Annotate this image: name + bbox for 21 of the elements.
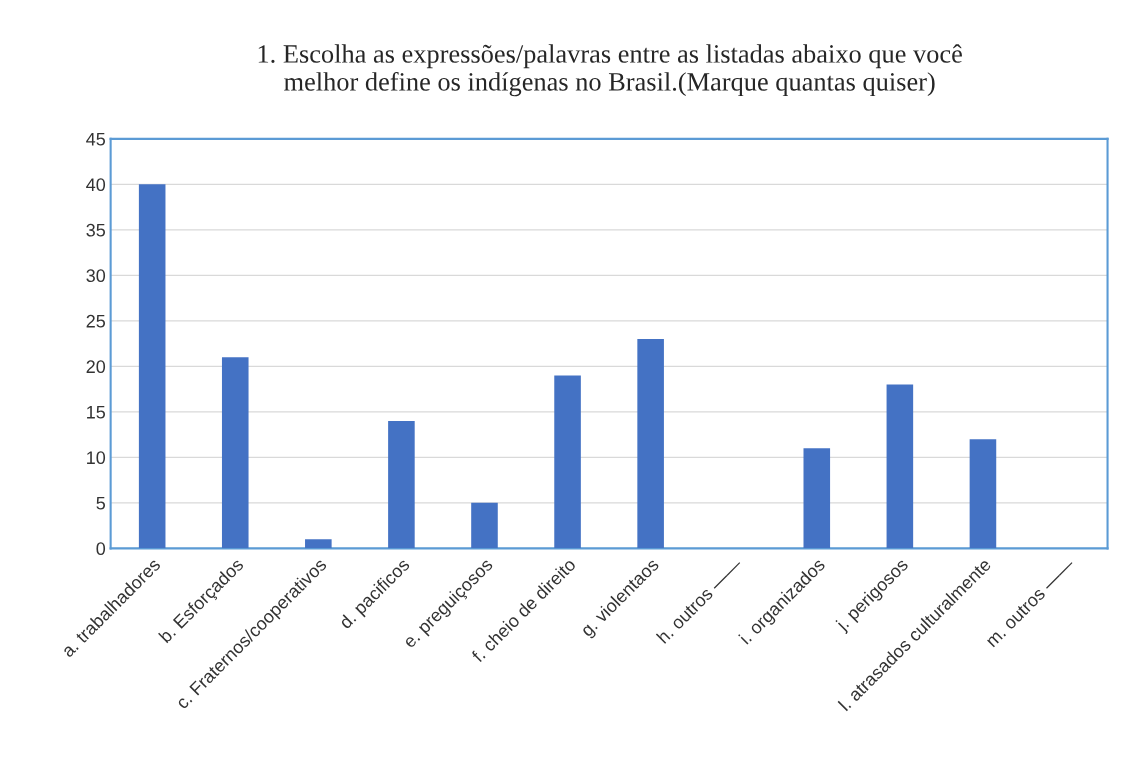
bar (886, 384, 914, 549)
bar (471, 502, 498, 549)
chart-title: 1. Escolha as expressões/palavras entre as listadas abaixo que você melhor define os indígenas no Brasil.(Marque quantas quiser) (258, 44, 962, 97)
bar (221, 357, 249, 549)
y-tick-label: 10 (87, 451, 106, 465)
y-tick-label: 0 (96, 542, 106, 556)
bar (138, 184, 166, 549)
y-tick-label: 25 (86, 314, 106, 328)
bar (637, 339, 664, 549)
y-tick-label: 30 (86, 269, 106, 283)
bar (803, 448, 831, 549)
bar (388, 420, 415, 549)
bar (305, 539, 332, 549)
y-tick-label: 5 (96, 496, 106, 510)
y-tick-label: 15 (87, 405, 106, 419)
bar (554, 375, 581, 549)
y-tick-label: 20 (86, 360, 106, 374)
y-tick-label: 45 (86, 132, 106, 146)
bar (969, 439, 997, 549)
y-tick-label: 40 (86, 178, 106, 192)
y-tick-label: 35 (86, 223, 106, 237)
